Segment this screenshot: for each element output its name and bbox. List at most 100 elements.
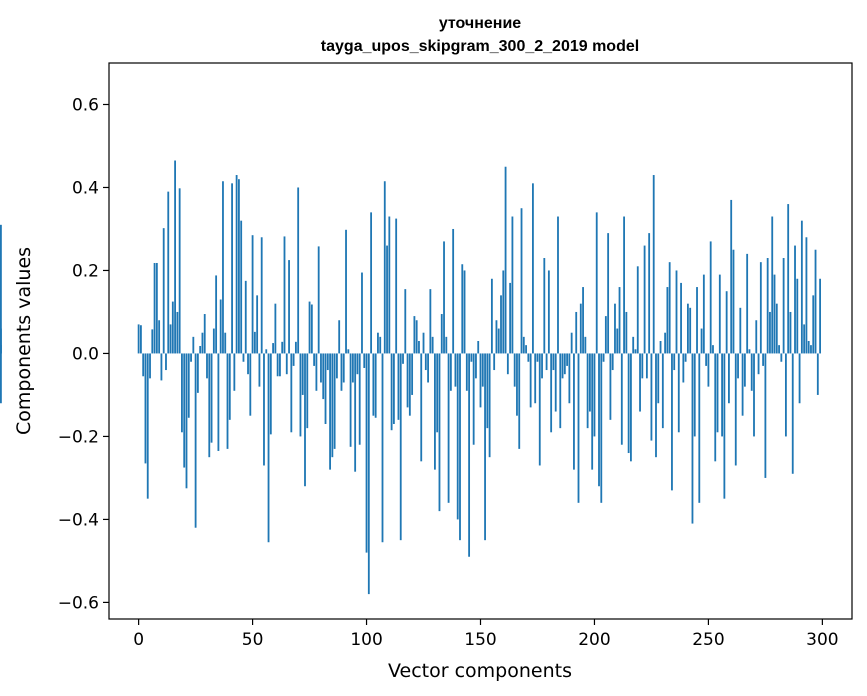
- bar: [183, 353, 186, 468]
- bar: [762, 353, 765, 366]
- bar: [541, 353, 543, 379]
- bar: [381, 353, 384, 543]
- bar: [363, 353, 366, 368]
- bar: [493, 353, 496, 371]
- bar: [634, 349, 637, 354]
- bar: [472, 353, 475, 445]
- bar: [310, 304, 313, 354]
- bar: [415, 320, 418, 354]
- plot-frame: [108, 62, 853, 620]
- bar: [281, 341, 284, 354]
- bar: [468, 353, 471, 557]
- bar: [388, 216, 391, 354]
- bar: [595, 212, 598, 354]
- bar: [301, 353, 304, 395]
- bar: [386, 245, 388, 354]
- bar: [420, 353, 423, 462]
- bar: [356, 353, 359, 375]
- bar: [0, 353, 2, 404]
- bar: [488, 353, 491, 458]
- bar: [449, 353, 452, 391]
- x-tick-label: 300: [806, 630, 838, 650]
- bar: [552, 353, 555, 371]
- bar: [689, 307, 692, 354]
- bar: [231, 183, 233, 354]
- bar: [620, 353, 623, 445]
- bar: [566, 353, 569, 366]
- bar: [630, 353, 632, 462]
- bar: [527, 353, 530, 362]
- bar: [354, 353, 357, 472]
- bar: [696, 287, 698, 354]
- bar: [160, 353, 163, 381]
- bar: [639, 353, 641, 412]
- bar: [260, 237, 263, 354]
- bar: [725, 291, 728, 354]
- bar: [803, 324, 806, 354]
- bar: [463, 270, 466, 354]
- bar: [447, 353, 450, 503]
- bar: [575, 311, 578, 354]
- bar: [570, 332, 573, 354]
- bar: [320, 353, 322, 383]
- bar: [279, 353, 281, 377]
- bar: [577, 353, 580, 503]
- bar: [563, 353, 566, 375]
- bar: [267, 353, 270, 543]
- chart-subtitle: tayga_upos_skipgram_300_2_2019 model: [321, 38, 639, 55]
- bar: [365, 353, 368, 553]
- bar: [235, 175, 238, 354]
- bar: [773, 274, 776, 354]
- bar: [579, 303, 582, 354]
- bar: [424, 353, 427, 371]
- bar: [509, 282, 512, 354]
- bar: [757, 353, 760, 375]
- bar: [588, 353, 591, 412]
- bar: [171, 301, 174, 354]
- bar: [741, 353, 744, 416]
- bar: [269, 353, 272, 435]
- bar: [192, 336, 195, 354]
- y-tick-label: −0.6: [58, 593, 99, 613]
- bar: [511, 216, 514, 354]
- bar: [331, 353, 334, 458]
- bar: [418, 341, 420, 354]
- bar: [288, 260, 290, 354]
- bar: [554, 353, 557, 412]
- bar: [240, 220, 243, 354]
- bar: [297, 187, 300, 354]
- bar: [431, 336, 434, 354]
- bar: [602, 353, 605, 362]
- bar: [743, 353, 746, 387]
- bar: [272, 343, 275, 354]
- bar: [294, 341, 297, 354]
- bar: [536, 353, 539, 362]
- bar: [206, 353, 208, 379]
- bar: [734, 353, 737, 466]
- y-tick-label: −0.4: [58, 510, 99, 530]
- bar: [677, 353, 680, 433]
- bar: [682, 353, 685, 383]
- bar: [406, 353, 409, 408]
- bar: [399, 353, 402, 541]
- bar: [673, 353, 676, 371]
- bar: [771, 216, 774, 354]
- bar: [543, 258, 546, 354]
- bar: [643, 245, 646, 354]
- bar: [805, 237, 808, 354]
- bar: [504, 166, 507, 354]
- bar: [326, 353, 329, 371]
- bar: [238, 179, 240, 354]
- x-tick-label: 50: [242, 630, 264, 650]
- bar: [481, 353, 484, 387]
- bar: [659, 341, 662, 354]
- x-axis-label: Vector components: [388, 660, 572, 682]
- bar: [313, 353, 316, 366]
- bar: [798, 353, 801, 404]
- bar: [276, 353, 279, 377]
- x-axis-ticks: 0 50 100 150 200 250 300: [133, 619, 839, 650]
- bar: [784, 353, 787, 437]
- bar: [146, 353, 149, 499]
- bar: [155, 262, 158, 354]
- bar: [547, 270, 550, 354]
